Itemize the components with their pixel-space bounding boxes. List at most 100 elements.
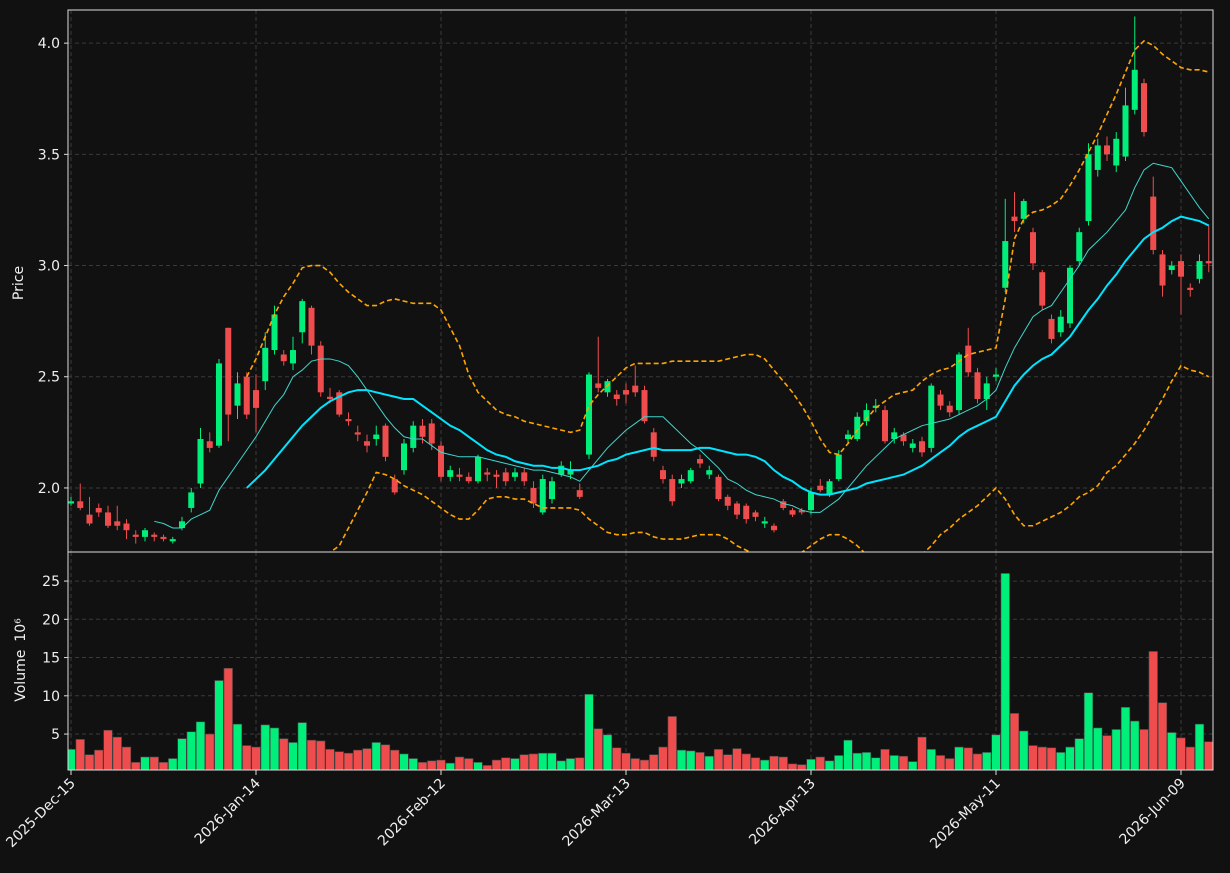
candle-body (475, 456, 481, 482)
candle-body (558, 465, 565, 475)
candle-body (484, 472, 491, 475)
volume-bar (686, 750, 696, 770)
candle-body (179, 521, 185, 528)
volume-bar (205, 733, 215, 770)
volume-bar (584, 693, 594, 770)
candle-body (345, 419, 352, 422)
volume-bar (649, 754, 659, 770)
y-tick-label: 15 (42, 651, 60, 667)
candle-body (724, 496, 731, 506)
volume-bar (399, 753, 409, 770)
candle-body (216, 363, 222, 446)
volume-bar (1065, 746, 1075, 770)
volume-bar (797, 764, 807, 770)
volume-bar (880, 749, 890, 770)
volume-bar (121, 746, 132, 770)
candle-body (1020, 201, 1027, 219)
volume-bar (528, 753, 539, 770)
candle-body (169, 539, 176, 542)
candle-body (1039, 272, 1046, 306)
volume-bar (972, 753, 983, 770)
volume-bar (778, 756, 788, 770)
volume-bar (723, 754, 733, 770)
candle-body (243, 376, 250, 415)
candle-body (1048, 318, 1055, 339)
candle-body (641, 390, 648, 422)
volume-bar (898, 755, 909, 770)
candle-body (530, 487, 537, 504)
candle-body (327, 396, 333, 399)
candle-body (928, 385, 935, 448)
candle-body (308, 307, 315, 346)
volume-bar (1148, 651, 1158, 770)
volume-bar (750, 757, 761, 770)
volume-bar (667, 716, 677, 770)
volume-bar (658, 746, 668, 770)
candle-body (789, 510, 796, 515)
volume-bar (1102, 735, 1112, 770)
candle-body (539, 479, 546, 513)
candle-body (1196, 261, 1203, 279)
overlay-line (154, 162, 1210, 529)
volume-bar (556, 760, 566, 770)
volume-bar (131, 762, 141, 770)
candle-body (993, 374, 999, 377)
candle-body (891, 432, 898, 440)
candle-body (280, 354, 287, 362)
candle-body (752, 512, 759, 517)
volume-bar (834, 755, 844, 770)
candle-body (567, 470, 574, 475)
overlay-line (329, 364, 1210, 552)
candle-body (123, 523, 130, 531)
volume-bar (991, 734, 1001, 770)
volume-bar (510, 758, 520, 770)
volume-bar (1167, 732, 1177, 770)
grid (68, 10, 1213, 770)
volume-bar (1194, 723, 1205, 770)
candle-body (1104, 145, 1110, 155)
volume-bar (306, 739, 317, 770)
candle-body (817, 485, 824, 491)
candle-body (872, 405, 879, 408)
volume-bar (140, 756, 150, 770)
volume-bar (232, 723, 243, 770)
volume-bar (852, 752, 862, 770)
volume-bar (501, 757, 511, 770)
volume-bar (214, 680, 224, 770)
volume-bar (251, 746, 261, 770)
volume-bar (177, 738, 187, 770)
candle-body (354, 432, 361, 435)
y-tick-label: 3.0 (38, 259, 60, 275)
candle-body (105, 512, 111, 526)
candle-body (225, 327, 232, 415)
volume-bar (621, 752, 631, 770)
volume-bar (417, 762, 428, 770)
candle-body (77, 501, 84, 508)
candle-body (197, 439, 204, 484)
candle-body (882, 410, 888, 442)
price-axis-label: Price (11, 266, 27, 300)
volume-bar (695, 752, 705, 770)
volume-bar (103, 729, 113, 770)
candle-body (401, 443, 407, 471)
candle-body (1141, 83, 1147, 133)
candle-body (317, 345, 324, 393)
candle-body (299, 301, 306, 333)
candle-body (780, 501, 787, 508)
volume-bar (75, 739, 85, 770)
candle-body (160, 536, 167, 540)
volume-bar (454, 756, 465, 770)
volume-bar (1019, 730, 1029, 770)
candle-body (95, 507, 102, 513)
candle-body (234, 383, 241, 406)
candle-body (604, 381, 611, 393)
candle-body (919, 441, 925, 453)
volume-bar (464, 758, 474, 770)
volume-bar (963, 747, 973, 770)
volume-bar (288, 742, 298, 770)
candle-body (132, 534, 139, 537)
volume-bar (94, 749, 104, 770)
volume-bar (982, 752, 992, 770)
volume-bar (612, 747, 622, 770)
volume-panel (68, 573, 1213, 770)
